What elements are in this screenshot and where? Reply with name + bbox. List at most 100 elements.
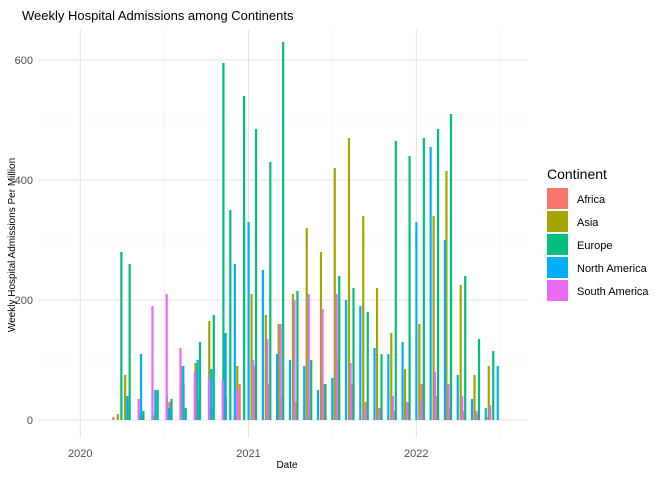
bar [418, 324, 421, 420]
bar [470, 399, 474, 420]
bar [380, 354, 383, 420]
legend-title: Continent [547, 166, 607, 182]
legend-swatch [547, 257, 568, 278]
bar [222, 63, 225, 420]
legend-label: South America [577, 286, 649, 298]
bar [243, 96, 246, 420]
bar [233, 264, 236, 420]
bar [310, 360, 313, 420]
bar [475, 411, 478, 420]
series-europe [120, 42, 495, 420]
bar [116, 414, 119, 420]
legend-label: North America [577, 263, 648, 275]
bar [377, 408, 381, 420]
bar [156, 390, 159, 420]
y-tick-label: 600 [15, 55, 33, 67]
bar [193, 372, 196, 420]
bar [184, 408, 187, 420]
bar [408, 156, 411, 420]
bar [352, 288, 355, 420]
x-tick-label: 2020 [68, 448, 92, 460]
bar [390, 333, 393, 420]
bar [436, 129, 440, 420]
bar [279, 324, 282, 420]
bar [422, 138, 425, 420]
bar [276, 354, 279, 420]
bar [124, 375, 127, 420]
bar [459, 285, 462, 420]
bar [305, 228, 308, 420]
bar [335, 294, 338, 420]
bar [456, 375, 459, 420]
bar [208, 321, 211, 420]
y-axis-title: Weekly Hospital Admissions Per Million [7, 158, 18, 332]
bar [126, 396, 129, 420]
bar [252, 360, 255, 420]
bar [269, 162, 272, 420]
bar [362, 216, 365, 420]
x-tick-label: 2021 [236, 448, 260, 460]
bar [229, 210, 232, 420]
y-tick-label: 400 [15, 175, 33, 187]
bar [120, 252, 123, 420]
legend-swatch [547, 188, 568, 209]
bar [167, 408, 171, 420]
bar [207, 378, 211, 420]
bar [445, 171, 448, 420]
bar [319, 252, 323, 420]
x-axis-title: Date [276, 460, 298, 471]
bar [224, 333, 227, 420]
bars [112, 42, 499, 420]
bar [288, 360, 292, 420]
legend-swatch [547, 234, 568, 255]
y-tick-label: 200 [15, 295, 33, 307]
series-south-america [137, 294, 492, 420]
bar [151, 306, 154, 420]
bar [210, 369, 213, 420]
bar [338, 276, 341, 420]
bar [154, 390, 157, 420]
bar [429, 147, 432, 420]
bar [179, 348, 182, 420]
bar [196, 360, 199, 420]
bar [375, 288, 379, 420]
bar [487, 366, 490, 420]
bar [405, 402, 409, 420]
bar [324, 384, 327, 420]
bar [391, 396, 394, 420]
bar [139, 354, 143, 420]
bar [344, 300, 348, 420]
bar [333, 168, 336, 420]
bar [266, 339, 269, 420]
bar [366, 312, 369, 420]
bar [484, 408, 487, 420]
legend-label: Europe [577, 240, 612, 252]
bar [403, 369, 407, 420]
legend-swatch [547, 280, 568, 301]
x-tick-label: 2022 [404, 448, 428, 460]
bar [238, 384, 241, 420]
bar [235, 390, 239, 420]
legend-label: Africa [577, 194, 606, 206]
bar [434, 372, 437, 420]
bar [443, 240, 446, 420]
bar [359, 306, 362, 420]
legend-label: Asia [577, 217, 599, 229]
bar [415, 222, 418, 420]
y-tick-label: 0 [27, 415, 33, 427]
bar [419, 402, 422, 420]
bar [165, 294, 168, 420]
bar [182, 366, 185, 420]
bar [296, 291, 299, 420]
bar [221, 381, 224, 420]
bar [303, 366, 306, 420]
bar [447, 384, 450, 420]
bar [307, 294, 310, 420]
bar [321, 309, 324, 420]
series-north-america [126, 147, 499, 420]
bar [128, 264, 131, 420]
tick-labels: 0 200 400 600 2020 2021 2022 [15, 55, 429, 460]
bar [112, 417, 115, 420]
bar [349, 363, 352, 420]
legend-swatch [547, 211, 568, 232]
